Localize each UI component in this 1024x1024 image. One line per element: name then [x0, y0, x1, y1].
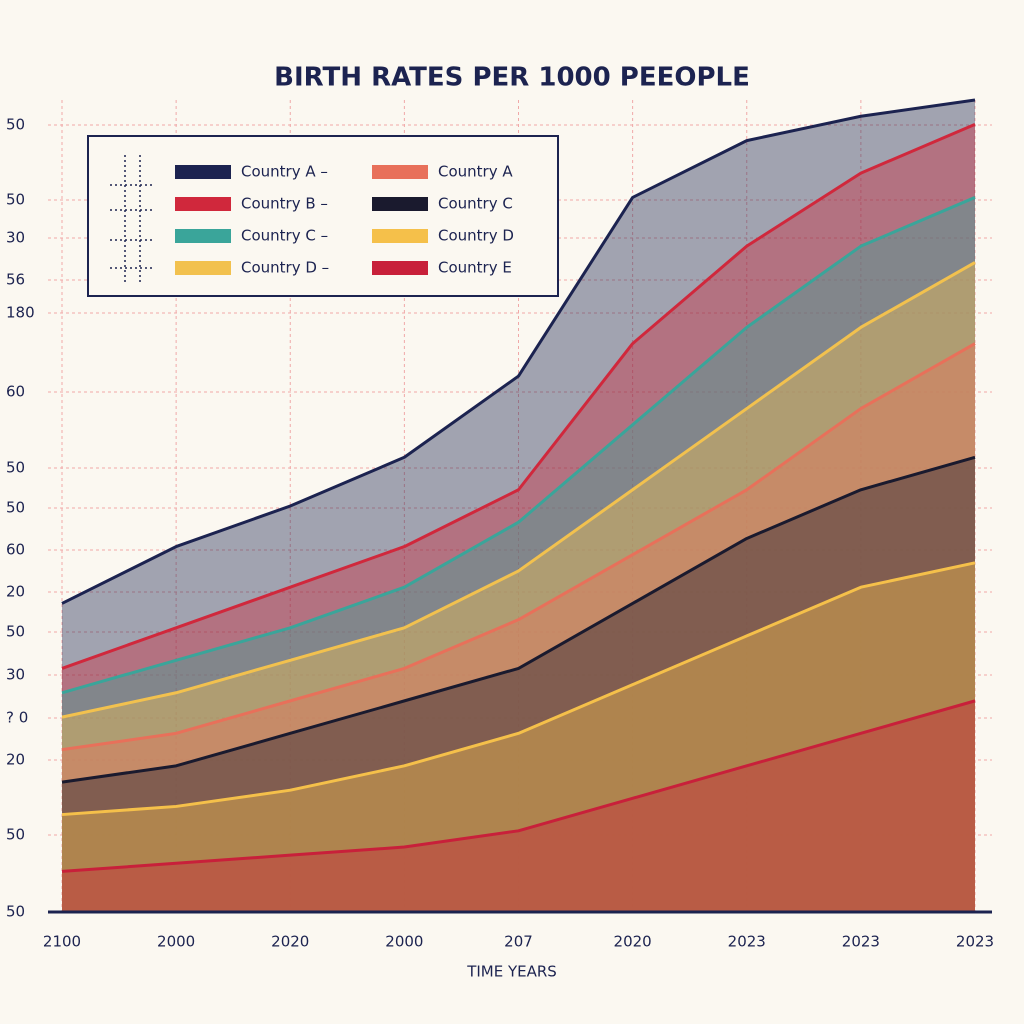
area-line [61, 261, 976, 719]
legend-label: Country D [438, 227, 514, 245]
y-tick-label: 20 [6, 583, 25, 601]
legend-label: Country C [438, 195, 513, 213]
area [62, 700, 975, 912]
legend-swatch [175, 165, 231, 179]
y-tick-label: 30 [6, 666, 25, 684]
area [62, 457, 975, 912]
area-line [61, 98, 976, 605]
legend-label: Country A [438, 163, 513, 181]
x-tick-label: 2020 [614, 933, 652, 951]
y-tick-label: 180 [6, 304, 35, 322]
legend: Country A – Country B – Country C – Country… [87, 135, 559, 297]
legend-label: Country A – [241, 163, 328, 181]
y-tick-label: 20 [6, 751, 25, 769]
y-tick-label: 60 [6, 383, 25, 401]
legend-swatch [372, 261, 428, 275]
area-line [61, 561, 976, 817]
x-axis-label: TIME YEARS [466, 963, 557, 981]
area [62, 343, 975, 913]
x-tick-label: 2023 [842, 933, 880, 951]
legend-box [87, 135, 559, 297]
legend-label: Country D – [241, 259, 329, 277]
chart-title: BIRTH RATES PER 1000 PEEOPLE [274, 63, 750, 93]
y-tick-label: 50 [6, 826, 25, 844]
x-tick-label: 207 [504, 933, 533, 951]
legend-label: Country C – [241, 227, 328, 245]
legend-label: Country B – [241, 195, 328, 213]
y-tick-label: 50 [6, 623, 25, 641]
area [62, 262, 975, 912]
legend-swatch [372, 165, 428, 179]
y-tick-label: 50 [6, 191, 25, 209]
area [62, 100, 975, 912]
y-tick-label: 50 [6, 459, 25, 477]
y-tick-label: ? 0 [6, 709, 28, 727]
x-tick-label: 2023 [956, 933, 994, 951]
area [62, 562, 975, 912]
area-line [61, 122, 976, 670]
x-tick-label: 2000 [157, 933, 195, 951]
y-tick-label: 50 [6, 499, 25, 517]
y-tick-label: 50 [6, 903, 25, 921]
area-line [61, 196, 976, 695]
x-tick-label: 2023 [728, 933, 766, 951]
y-tick-label: 60 [6, 541, 25, 559]
plot-area: 50 50 30 56 180 60 50 50 60 20 50 30 ? 0 20 50 50 2100 20… [6, 98, 994, 951]
legend-swatch [175, 197, 231, 211]
legend-swatch [175, 229, 231, 243]
x-tick-label: 2100 [43, 933, 81, 951]
x-tick-label: 2000 [385, 933, 423, 951]
legend-swatch [175, 261, 231, 275]
area-line [61, 342, 976, 752]
x-tick-label: 2020 [271, 933, 309, 951]
legend-swatch [372, 229, 428, 243]
area-line [61, 455, 976, 784]
y-tick-label: 56 [6, 271, 25, 289]
area-line [61, 699, 976, 873]
legend-swatch [372, 197, 428, 211]
y-tick-label: 50 [6, 116, 25, 134]
legend-label: Country E [438, 259, 512, 277]
y-tick-label: 30 [6, 229, 25, 247]
area [62, 124, 975, 913]
